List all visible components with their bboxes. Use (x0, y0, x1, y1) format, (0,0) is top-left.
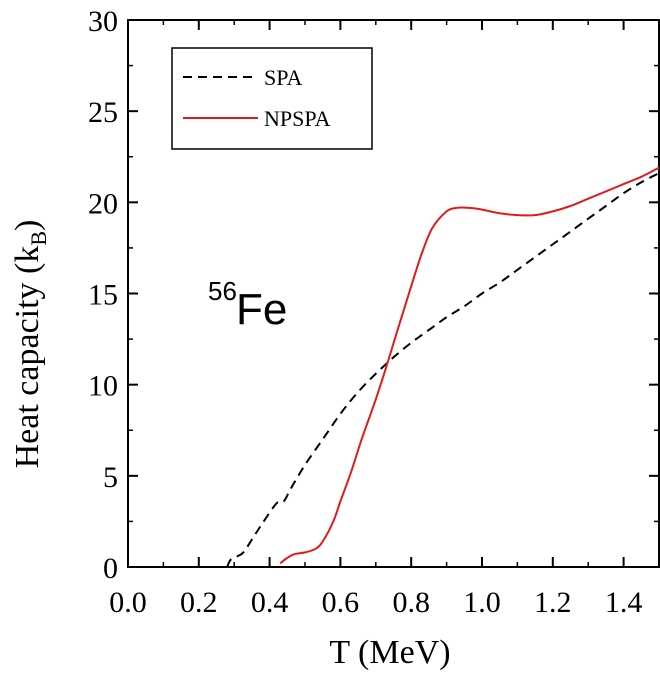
x-tick-label: 1.2 (534, 586, 572, 619)
series-lines (226, 166, 660, 568)
legend: SPA NPSPA (171, 47, 373, 150)
legend-box (171, 47, 373, 150)
y-tick-label: 10 (88, 370, 118, 403)
series-line-spa (226, 172, 660, 568)
y-axis-label-subscript: B (26, 231, 51, 246)
y-axis-label-main: Heat capacity (k (9, 246, 46, 469)
x-tick-label: 0.6 (322, 586, 360, 619)
legend-label-npspa: NPSPA (264, 106, 331, 131)
y-tick-label: 5 (103, 461, 118, 494)
x-tick-label: 1.0 (463, 586, 501, 619)
y-tick-label: 15 (88, 279, 118, 312)
y-axis-label: Heat capacity (kB) (9, 220, 51, 469)
y-tick-label: 20 (88, 187, 118, 220)
x-tick-label: 0.2 (180, 586, 218, 619)
x-tick-label: 0.4 (251, 586, 289, 619)
axis-ticks (127, 19, 660, 568)
nucleus-annotation: 56 Fe (208, 276, 287, 334)
legend-label-spa: SPA (264, 65, 302, 90)
y-axis-label-close: ) (9, 220, 46, 231)
annotation-mass-number: 56 (208, 276, 237, 306)
annotation-element: Fe (236, 285, 287, 334)
x-axis-label: T (MeV) (329, 634, 450, 671)
x-tick-label: 0.0 (109, 586, 147, 619)
x-tick-label: 1.4 (605, 586, 643, 619)
y-tick-label: 30 (88, 5, 118, 38)
y-tick-label: 0 (103, 552, 118, 585)
x-tick-label: 0.8 (392, 586, 430, 619)
y-tick-label: 25 (88, 96, 118, 129)
series-line-npspa (279, 166, 660, 565)
tick-labels: 0.0 0.2 0.4 0.6 0.8 1.0 1.2 1.4 0 5 10 15 20 25 30 (88, 5, 642, 619)
